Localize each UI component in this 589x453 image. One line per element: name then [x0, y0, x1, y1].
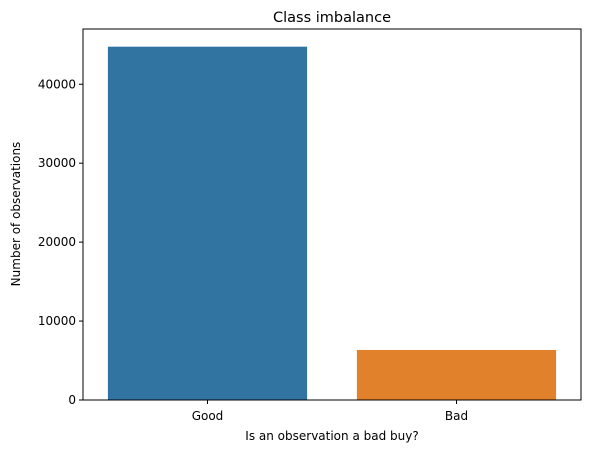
y-axis-label: Number of observations: [9, 142, 23, 287]
chart-title: Class imbalance: [273, 10, 391, 26]
bars-group: [107, 46, 557, 400]
bar-good: [107, 46, 308, 400]
x-tick-label: Bad: [445, 409, 468, 423]
y-tick-label: 0: [68, 393, 76, 407]
plot-frame: [82, 28, 582, 401]
x-tick-label: Good: [192, 409, 224, 423]
y-tick-label: 30000: [38, 156, 76, 170]
bar-bad: [356, 349, 557, 400]
y-tick-label: 40000: [38, 77, 76, 91]
x-axis-ticks: Good Bad: [192, 400, 468, 423]
y-tick-label: 10000: [38, 314, 76, 328]
y-tick-label: 20000: [38, 235, 76, 249]
x-axis-label: Is an observation a bad buy?: [245, 429, 418, 443]
y-axis-ticks: 0 10000 20000 30000 40000: [38, 77, 83, 407]
